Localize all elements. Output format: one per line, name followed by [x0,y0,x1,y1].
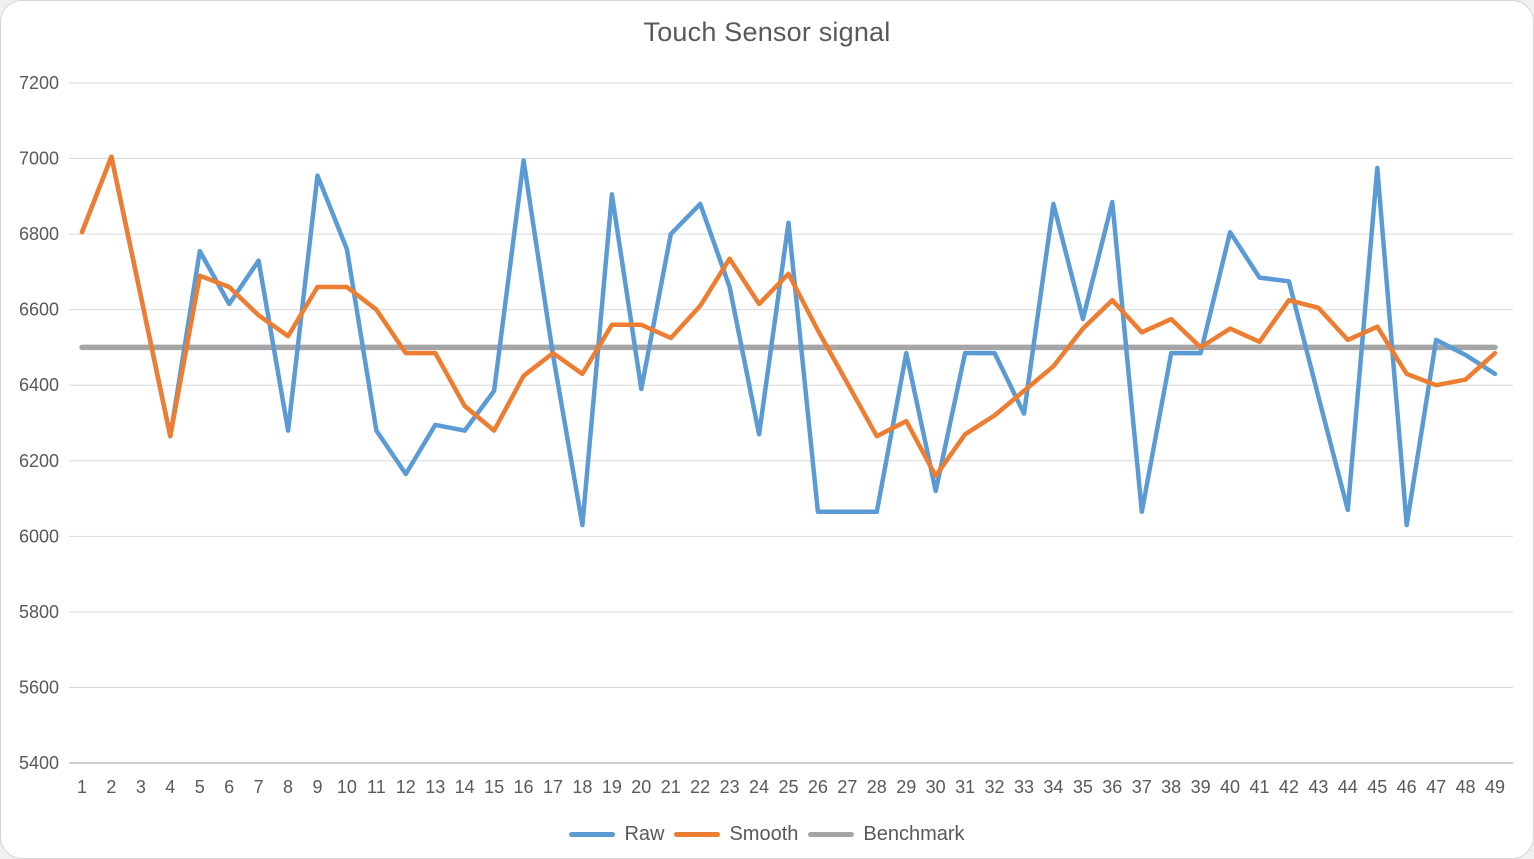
x-tick-label: 21 [661,777,681,797]
x-tick-label: 20 [631,777,651,797]
x-tick-label: 7 [254,777,264,797]
legend-item-smooth[interactable]: Smooth [674,823,798,846]
x-tick-label: 32 [985,777,1005,797]
x-tick-label: 46 [1397,777,1417,797]
x-tick-label: 34 [1043,777,1063,797]
x-tick-label: 42 [1279,777,1299,797]
x-tick-label: 24 [749,777,769,797]
x-tick-label: 12 [396,777,416,797]
smooth-series-swatch [674,832,721,837]
y-tick-label: 6600 [19,300,59,320]
x-tick-label: 26 [808,777,828,797]
x-tick-label: 8 [283,777,293,797]
x-tick-label: 18 [572,777,592,797]
chart-title: Touch Sensor signal [643,17,891,47]
series-line-smooth[interactable] [79,154,1498,479]
legend-label-benchmark: Benchmark [863,823,965,845]
y-tick-label: 6000 [19,526,59,546]
x-tick-label: 33 [1014,777,1034,797]
x-tick-label: 19 [602,777,622,797]
x-tick-label: 9 [312,777,322,797]
series-line-raw[interactable] [79,154,1498,528]
x-tick-label: 3 [136,777,146,797]
y-tick-label: 6800 [19,224,59,244]
y-tick-label: 6200 [19,451,59,471]
x-tick-label: 4 [165,777,175,797]
x-tick-label: 17 [543,777,563,797]
y-tick-label: 7000 [19,149,59,169]
x-tick-label: 25 [778,777,798,797]
x-tick-label: 10 [337,777,357,797]
legend-item-raw[interactable]: Raw [569,823,664,846]
x-tick-label: 36 [1102,777,1122,797]
x-tick-label: 1 [77,777,87,797]
x-tick-label: 43 [1308,777,1328,797]
x-tick-label: 6 [224,777,234,797]
y-tick-label: 5600 [19,677,59,697]
x-tick-label: 41 [1249,777,1269,797]
x-tick-label: 28 [867,777,887,797]
legend-item-benchmark[interactable]: Benchmark [808,823,965,846]
raw-series-swatch [569,832,616,837]
x-tick-label: 23 [720,777,740,797]
legend-label-raw: Raw [624,823,665,845]
x-tick-label: 48 [1456,777,1476,797]
x-tick-label: 49 [1485,777,1505,797]
x-tick-label: 30 [926,777,946,797]
x-tick-label: 14 [455,777,475,797]
x-tick-label: 35 [1073,777,1093,797]
x-tick-label: 13 [425,777,445,797]
x-tick-label: 16 [514,777,534,797]
legend-label-smooth: Smooth [729,823,799,845]
x-tick-label: 15 [484,777,504,797]
x-tick-label: 29 [896,777,916,797]
benchmark-series-swatch [808,832,855,837]
x-tick-label: 11 [367,777,386,797]
x-tick-label: 45 [1367,777,1387,797]
x-tick-label: 2 [106,777,116,797]
y-tick-label: 5800 [19,602,59,622]
x-tick-label: 27 [837,777,857,797]
x-tick-label: 47 [1426,777,1446,797]
x-tick-label: 22 [690,777,710,797]
x-tick-label: 38 [1161,777,1181,797]
x-tick-label: 31 [955,777,975,797]
x-tick-label: 40 [1220,777,1240,797]
y-tick-label: 5400 [19,753,59,773]
x-tick-label: 5 [195,777,205,797]
x-tick-label: 37 [1132,777,1152,797]
y-tick-label: 6400 [19,375,59,395]
y-tick-label: 7200 [19,73,59,93]
x-tick-label: 39 [1191,777,1211,797]
chart-legend: Raw Smooth Benchmark [1,823,1533,846]
x-tick-label: 44 [1338,777,1358,797]
